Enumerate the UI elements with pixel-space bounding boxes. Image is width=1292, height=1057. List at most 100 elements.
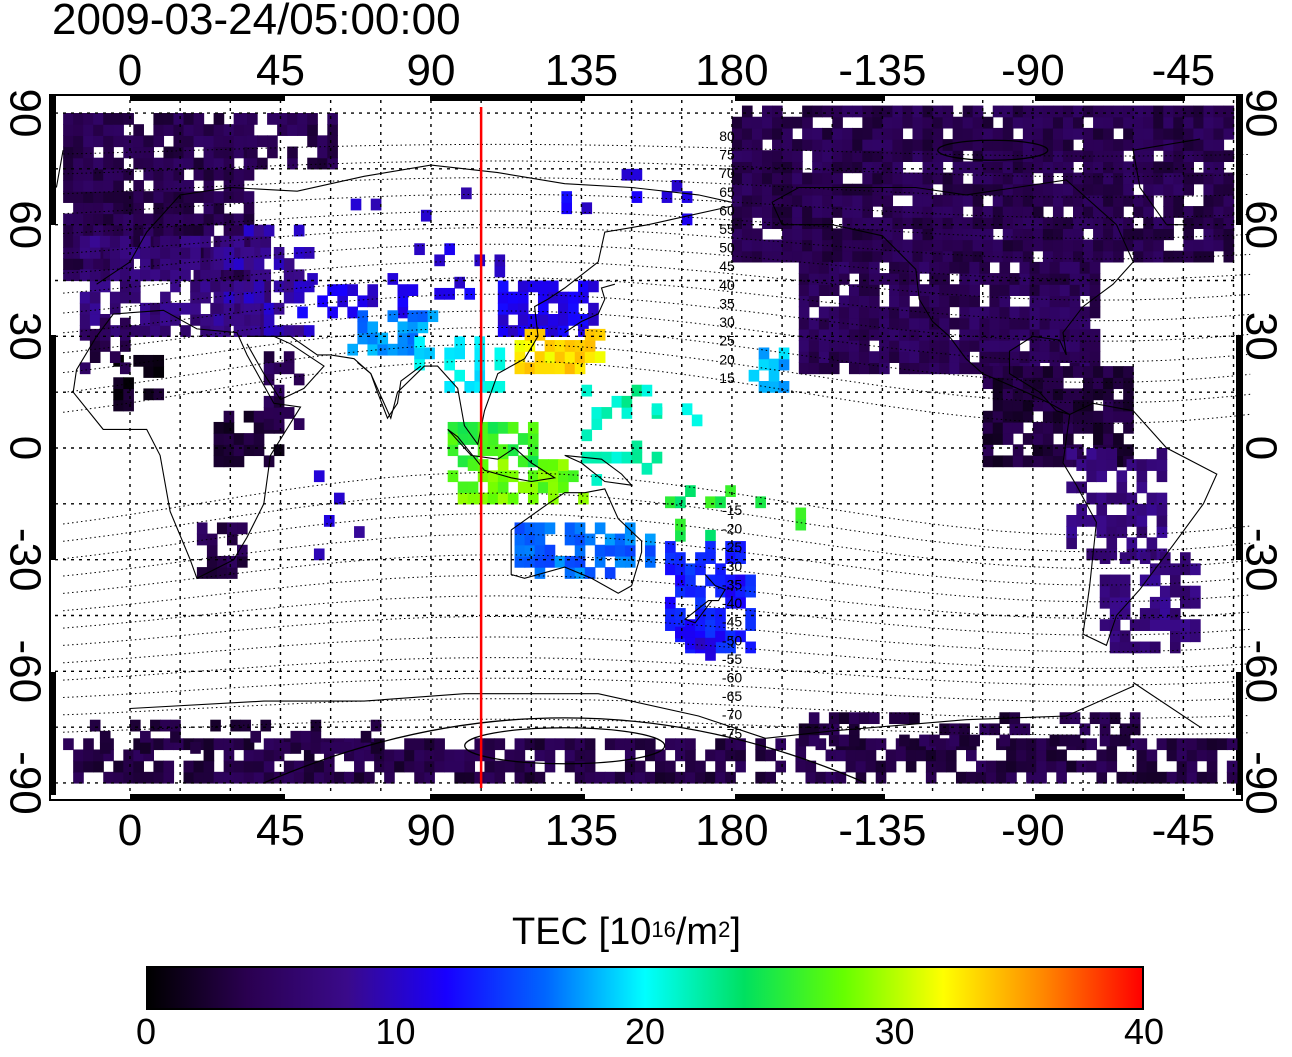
tec-cell	[230, 302, 241, 315]
tec-cell	[909, 712, 920, 725]
tec-cell	[233, 444, 245, 457]
tec-cell	[250, 235, 262, 248]
tec-cell	[414, 347, 425, 360]
tec-cell	[842, 150, 853, 163]
tec-cell	[675, 585, 686, 598]
tec-cell	[869, 273, 880, 285]
tec-cell	[290, 742, 302, 754]
tec-cell	[1169, 608, 1181, 620]
tec-cell	[1093, 172, 1104, 185]
tec-cell	[1133, 105, 1144, 118]
tec-cell	[554, 555, 566, 568]
tec-cell	[751, 206, 763, 218]
tec-cell	[909, 306, 920, 319]
tec-cell	[959, 261, 970, 274]
tec-cell	[745, 574, 756, 587]
tec-cell	[1203, 206, 1215, 218]
tec-cell	[83, 760, 94, 773]
tec-cell	[882, 116, 894, 129]
tec-cell	[474, 347, 486, 360]
tec-cell	[79, 247, 91, 259]
tec-cell	[802, 116, 813, 129]
tec-cell	[1022, 105, 1034, 118]
tec-cell	[1032, 388, 1044, 401]
tec-cell	[869, 351, 880, 363]
tec-cell	[1083, 421, 1094, 434]
tec-cell	[310, 719, 322, 732]
tec-cell	[140, 730, 151, 743]
tec-cell	[534, 351, 546, 363]
tec-cell	[1223, 105, 1235, 118]
tec-cell	[123, 168, 134, 181]
maglat-label: -70	[722, 707, 742, 723]
tec-cell	[93, 157, 104, 170]
tec-cell	[524, 328, 536, 341]
tec-cell	[822, 127, 833, 140]
tec-cell	[892, 228, 904, 241]
tec-cell	[287, 146, 298, 159]
tec-cell	[414, 738, 425, 751]
tec-cell	[190, 302, 201, 315]
axis-tick-label: -135	[838, 46, 926, 95]
tec-cell	[1183, 228, 1194, 241]
tec-cell	[1213, 161, 1225, 174]
maglat-label: 75	[719, 147, 735, 163]
tec-cell	[544, 738, 556, 751]
tec-cell	[247, 135, 258, 148]
tec-cell	[230, 291, 241, 304]
tec-cell	[444, 749, 455, 762]
tec-cell	[731, 161, 743, 174]
tec-cell	[507, 302, 519, 315]
tec-cell	[962, 161, 974, 174]
tec-cell	[1149, 596, 1161, 609]
tec-cell	[130, 291, 141, 304]
tec-cell	[73, 180, 84, 192]
tec-cell	[317, 295, 328, 308]
tec-cell	[507, 470, 519, 483]
tec-cell	[1203, 139, 1215, 151]
tec-cell	[223, 421, 235, 434]
tec-cell	[1019, 261, 1031, 274]
tec-cell	[323, 514, 335, 527]
tec-cell	[1083, 206, 1094, 218]
tec-cell	[1166, 771, 1178, 784]
tec-cell	[1032, 433, 1044, 445]
tec-cell	[83, 202, 94, 215]
tec-cell	[163, 113, 175, 125]
tec-cell	[223, 760, 235, 773]
tec-cell	[862, 116, 873, 129]
tec-cell	[969, 295, 980, 308]
tec-cell	[1042, 172, 1054, 185]
tec-cell	[1042, 127, 1054, 140]
tec-cell	[1059, 712, 1071, 725]
axis-tick-label: -135	[838, 806, 926, 855]
tec-cell	[812, 105, 823, 118]
tec-cell	[133, 235, 144, 248]
tec-cell	[1193, 239, 1205, 252]
tec-cell	[1103, 116, 1114, 129]
tec-cell	[996, 771, 1007, 784]
tec-cell	[133, 771, 144, 784]
frame-tick-bar-right	[1236, 672, 1242, 795]
longitude-labels-top: 0 45 90 135 180 -135 -90 -45	[118, 46, 1215, 95]
tec-cell	[1069, 273, 1081, 285]
tec-cell	[568, 470, 579, 483]
tec-cell	[223, 224, 235, 237]
tec-cell	[1049, 340, 1061, 352]
tec-cell	[1103, 172, 1114, 185]
tec-cell	[879, 362, 890, 375]
tec-cell	[858, 328, 870, 341]
tec-cell	[524, 555, 536, 568]
tec-cell	[404, 760, 415, 773]
tec-cell	[621, 168, 633, 181]
tec-cell	[330, 742, 342, 754]
tec-cell	[273, 749, 285, 762]
tec-cell	[170, 730, 181, 743]
tec-cell	[83, 135, 94, 148]
tec-cell	[1009, 340, 1021, 352]
tec-cell	[1073, 116, 1084, 129]
tec-cell	[848, 261, 860, 274]
tec-cell	[143, 146, 155, 159]
tec-cell	[303, 760, 315, 773]
tec-cell	[919, 734, 930, 747]
